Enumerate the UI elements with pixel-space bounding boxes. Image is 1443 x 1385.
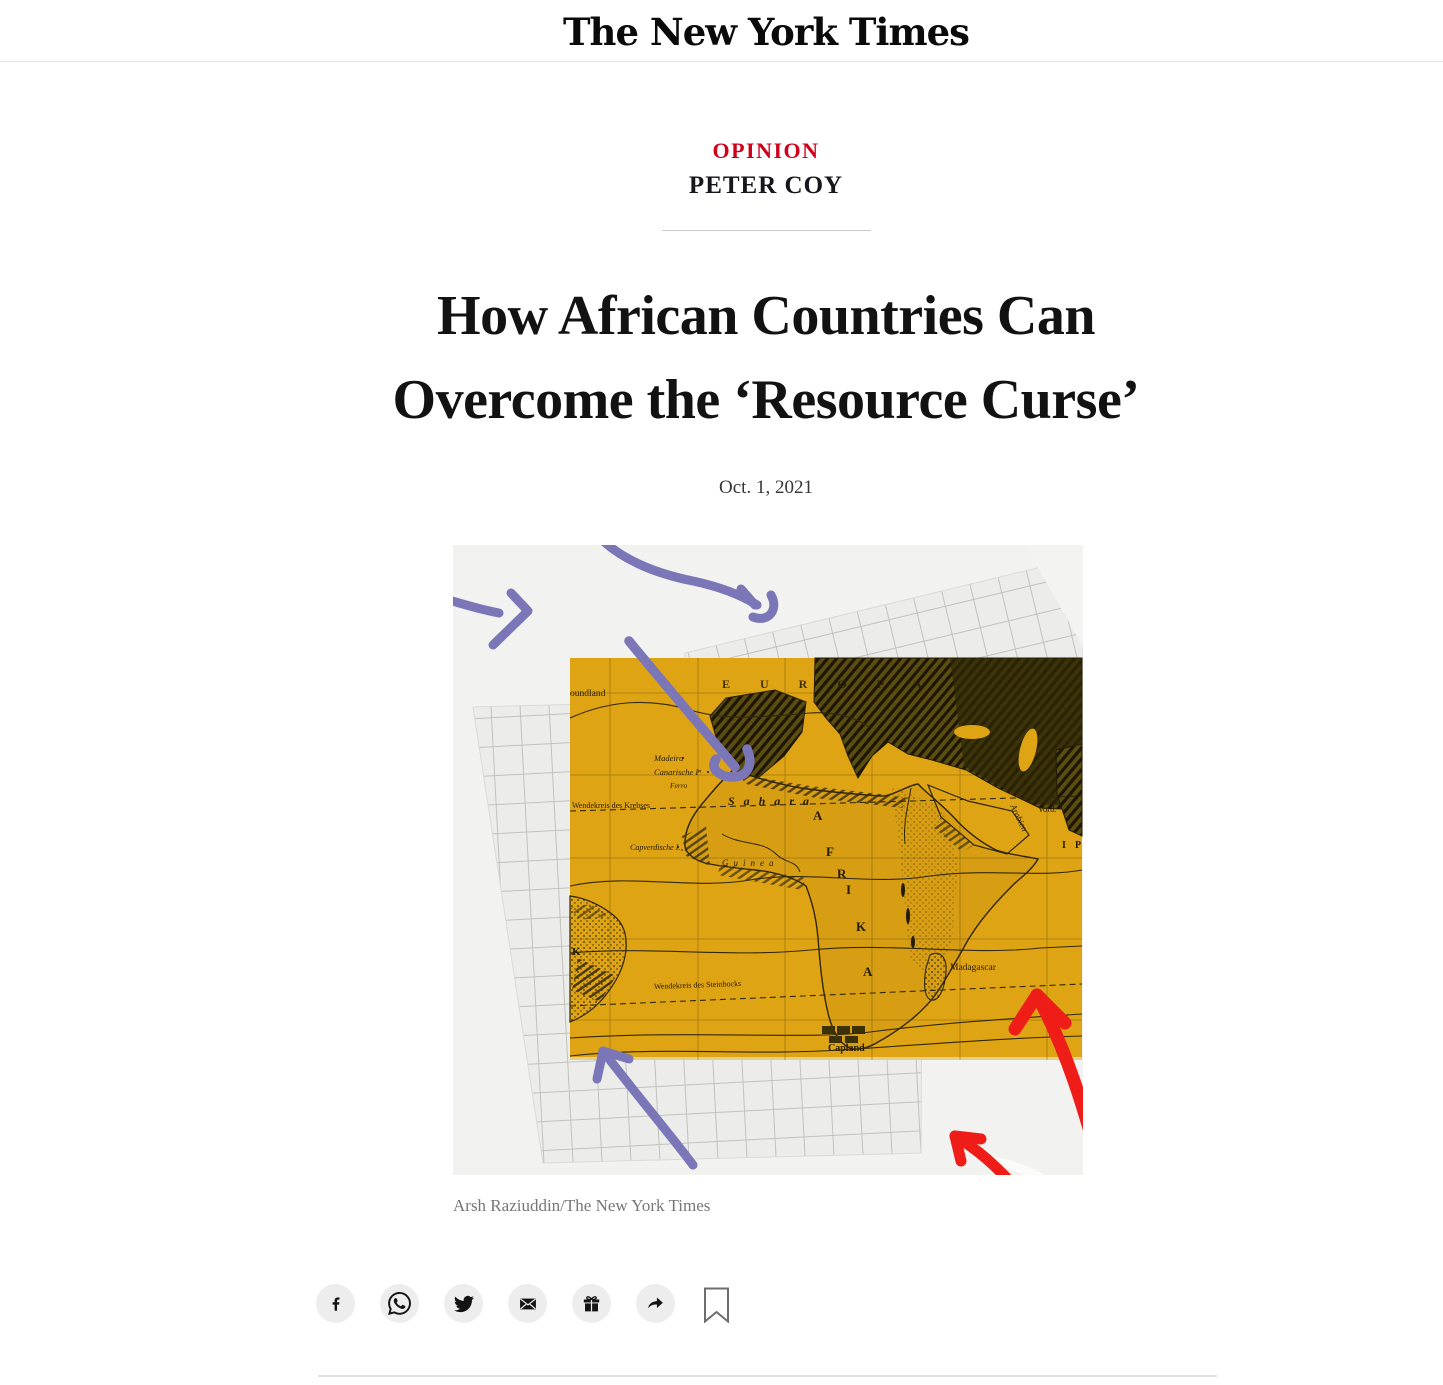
label-ferro: Ferro	[669, 781, 687, 790]
map-nile	[904, 787, 912, 845]
section-kicker[interactable]: OPINION	[712, 138, 820, 163]
label-vord: Vord.	[1038, 804, 1057, 814]
map-rift-lakes	[901, 883, 915, 948]
red-arrows	[949, 988, 1083, 1175]
arrow-top	[600, 545, 762, 610]
map-madagascar	[924, 952, 947, 1001]
label-steinbock: Wendekreis des Steinbocks	[654, 979, 742, 991]
article-date: Oct. 1, 2021	[719, 477, 813, 498]
email-icon	[519, 1298, 536, 1309]
headline-line-1: How African Countries Can	[437, 285, 1095, 347]
map-niger	[721, 833, 801, 873]
arrow-red-madagascar	[1030, 988, 1083, 1131]
headline-line-2: Overcome the ‘Resource Curse’	[392, 369, 1140, 431]
label-madeira: Madeira	[653, 753, 683, 763]
map-labels: oundland EUROPA Sahara Madeira Canarisch…	[570, 677, 1081, 1054]
map-black-sea	[954, 725, 990, 739]
label-newfoundland: oundland	[570, 689, 606, 699]
label-krebs: Wendekreis des Krebses	[572, 801, 650, 810]
map-east-africa-stipple	[892, 786, 958, 980]
label-madagascar: Madagascar	[950, 963, 997, 973]
bookmark-icon	[704, 1287, 729, 1324]
label-afrika-letter: A	[863, 964, 873, 979]
hero-figure: oundland EUROPA Sahara Madeira Canarisch…	[453, 545, 1083, 1175]
label-afrika-letter: K	[856, 919, 867, 934]
label-amerika-letter: K	[572, 946, 581, 958]
label-afrika-letter: A	[813, 808, 823, 823]
facebook-share-button[interactable]	[316, 1284, 355, 1323]
label-capverd: Capverdische I.	[630, 843, 680, 852]
gift-icon	[583, 1296, 600, 1312]
label-afrika-letter: R	[837, 866, 847, 881]
masthead: The New York Times	[0, 0, 1443, 62]
label-afrika-letter: F	[826, 844, 834, 859]
label-sahara: Sahara	[728, 794, 818, 808]
arrow-bottom-left	[598, 1046, 698, 1170]
page-title: How African Countries Can Overcome the ‘…	[0, 274, 1443, 442]
hero-illustration: oundland EUROPA Sahara Madeira Canarisch…	[453, 545, 1083, 1175]
map-caspian-sea	[1018, 728, 1038, 772]
image-caption: Arsh Raziuddin/The New York Times	[453, 1196, 711, 1215]
share-arrow-icon	[648, 1297, 663, 1309]
vintage-map: oundland EUROPA Sahara Madeira Canarisch…	[569, 657, 1083, 1060]
arrow-left-head	[488, 588, 533, 650]
facebook-icon	[332, 1296, 339, 1311]
label-canarische: Canarische Iⁿ	[654, 767, 701, 777]
twitter-icon	[453, 1295, 474, 1312]
map-africa-outline	[684, 769, 1040, 1050]
map-current-lines	[569, 701, 1083, 1057]
article-divider	[318, 1375, 1217, 1377]
whatsapp-share-button[interactable]	[380, 1284, 419, 1323]
byline-divider	[662, 230, 871, 231]
share-button[interactable]	[636, 1284, 675, 1323]
paper-corner	[1025, 545, 1083, 647]
label-guinea: Guinea	[722, 858, 779, 868]
map-india	[1055, 743, 1083, 837]
label-india-letter: P	[1075, 840, 1081, 851]
label-afrika-letter: I	[846, 882, 851, 897]
purple-arrows	[453, 545, 779, 1170]
gift-article-button[interactable]	[572, 1284, 611, 1323]
twitter-share-button[interactable]	[444, 1284, 483, 1323]
label-capland: Capland	[828, 1043, 865, 1054]
map-cape-grid	[822, 1026, 865, 1043]
byline[interactable]: PETER COY	[688, 172, 844, 199]
email-share-button[interactable]	[508, 1284, 547, 1323]
label-europa: EUROPA	[722, 677, 952, 691]
save-bookmark-button[interactable]	[703, 1287, 730, 1324]
arrow-to-gibraltar	[624, 636, 740, 772]
whatsapp-icon	[388, 1292, 411, 1315]
nyt-logo[interactable]: The New York Times	[563, 10, 970, 54]
share-toolbar	[316, 1284, 730, 1324]
label-india-letter: I	[1062, 840, 1066, 851]
